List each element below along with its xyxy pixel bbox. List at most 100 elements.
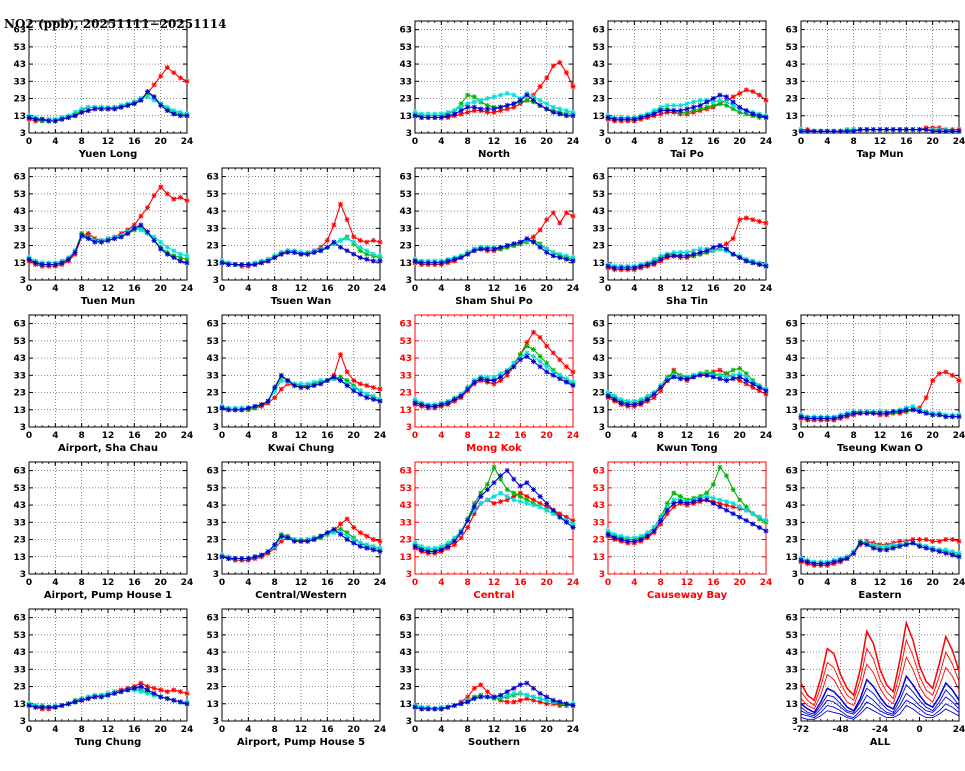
x-tick-label: 12: [681, 284, 694, 294]
chart-canvas: 3 13 23 33 43 53 63 0 4 8 12 16 20 24 Tseung Kwan O: [785, 314, 965, 454]
y-tick-label: 13: [206, 553, 219, 563]
chart-north: 3 13 23 33 43 53 63 0 4 8 12 16 20 24 North: [386, 16, 579, 163]
x-tick-label: 4: [52, 284, 58, 294]
y-tick-label: 43: [13, 207, 26, 217]
x-tick-label: 16: [321, 431, 334, 441]
x-tick-label: 20: [540, 137, 553, 147]
x-tick-label: 0: [605, 578, 611, 588]
y-tick-label: 63: [206, 173, 219, 183]
x-tick-label: 0: [412, 431, 418, 441]
x-tick-label: 4: [52, 725, 58, 735]
x-tick-label: -24: [872, 725, 888, 735]
x-tick-label: 8: [465, 137, 471, 147]
y-tick-label: 3: [406, 129, 412, 139]
x-tick-label: 8: [79, 578, 85, 588]
y-tick-label: 53: [399, 484, 412, 494]
series-markers-blue: [219, 526, 383, 561]
y-tick-label: 33: [399, 371, 412, 381]
x-tick-label: 20: [733, 431, 746, 441]
y-tick-label: 53: [399, 631, 412, 641]
y-tick-label: 63: [13, 467, 26, 477]
y-tick-label: 13: [785, 112, 798, 122]
chart-tseung-kwan-o: 3 13 23 33 43 53 63 0 4 8 12 16 20 24 Tseung Kwan O: [772, 310, 965, 457]
chart-tuen-mun: 3 13 23 33 43 53 63 0 4 8 12 16 20 24 Tuen Mun: [0, 163, 193, 310]
chart-canvas: 3 13 23 33 43 53 63 0 4 8 12 16 20 24 Tai Po: [592, 20, 772, 160]
x-tick-label: 12: [874, 431, 887, 441]
series-line-blue-2: [800, 683, 960, 715]
y-tick-label: 33: [785, 371, 798, 381]
y-tick-label: 63: [785, 320, 798, 330]
station-title: North: [478, 149, 510, 160]
y-tick-label: 23: [13, 242, 26, 252]
x-tick-label: 0: [605, 137, 611, 147]
x-tick-label: 12: [295, 284, 308, 294]
y-tick-label: 63: [13, 614, 26, 624]
chart-airport-pump-house-5: 3 13 23 33 43 53 63 0 4 8 12 16 20 24 Airport, Pump Ho…: [193, 604, 386, 751]
station-title: Airport, Sha Chau: [58, 443, 158, 454]
station-title: Yuen Long: [78, 149, 138, 160]
chart-canvas: 3 13 23 33 43 53 63 0 4 8 12 16 20 24 Eastern: [785, 461, 965, 601]
x-tick-label: 20: [347, 578, 360, 588]
x-tick-label: 24: [567, 284, 579, 294]
x-tick-label: 20: [154, 725, 167, 735]
series-markers-blue: [605, 92, 769, 122]
series-markers-blue: [798, 540, 962, 567]
y-tick-label: 3: [213, 423, 219, 433]
x-tick-label: 8: [79, 137, 85, 147]
station-title: Kwai Chung: [268, 443, 335, 454]
chart-canvas: 3 13 23 33 43 53 63 0 4 8 12 16 20 24 Airport, Pump Ho…: [13, 461, 193, 601]
x-tick-label: 4: [438, 725, 444, 735]
series-markers-blue: [26, 222, 190, 267]
y-tick-label: 13: [592, 259, 605, 269]
chart-sha-tin: 3 13 23 33 43 53 63 0 4 8 12 16 20 24 Sha Tin: [579, 163, 772, 310]
station-title: Central: [473, 590, 514, 601]
station-title: Eastern: [858, 590, 901, 601]
x-tick-label: 20: [347, 431, 360, 441]
y-tick-label: 53: [206, 631, 219, 641]
y-tick-label: 63: [592, 26, 605, 36]
x-tick-label: 12: [681, 137, 694, 147]
x-tick-label: 24: [374, 725, 386, 735]
x-tick-label: 0: [26, 137, 32, 147]
chart-eastern: 3 13 23 33 43 53 63 0 4 8 12 16 20 24 Eastern: [772, 457, 965, 604]
station-title: Southern: [468, 737, 520, 748]
y-tick-label: 23: [13, 536, 26, 546]
y-tick-label: 33: [206, 518, 219, 528]
x-tick-label: 8: [658, 578, 664, 588]
chart-canvas: 3 13 23 33 43 53 63 -72 -48 -24 0 24 ALL: [785, 608, 965, 748]
x-tick-label: 4: [631, 137, 637, 147]
x-tick-label: 24: [953, 137, 965, 147]
x-tick-label: 12: [874, 137, 887, 147]
x-tick-label: 8: [272, 284, 278, 294]
chart-mong-kok: 3 13 23 33 43 53 63 0 4 8 12 16 20 24 Mong Kok: [386, 310, 579, 457]
x-tick-label: 20: [154, 431, 167, 441]
chart-canvas: 3 13 23 33 43 53 63 0 4 8 12 16 20 24 North: [399, 20, 579, 160]
y-tick-label: 43: [206, 207, 219, 217]
y-tick-label: 33: [206, 371, 219, 381]
x-tick-label: 16: [321, 284, 334, 294]
x-tick-label: 12: [681, 431, 694, 441]
y-tick-label: 33: [592, 77, 605, 87]
y-tick-label: 33: [592, 371, 605, 381]
series-line-red-3: [800, 655, 960, 710]
y-tick-label: 3: [599, 423, 605, 433]
x-tick-label: -48: [832, 725, 848, 735]
x-tick-label: 0: [26, 431, 32, 441]
x-tick-label: -72: [793, 725, 809, 735]
series-line-blue-4: [800, 699, 960, 719]
no2-multi-station-dashboard: { "page": { "title": "NO2 (ppb), 2025111…: [0, 16, 965, 771]
y-tick-label: 43: [785, 648, 798, 658]
y-tick-label: 3: [792, 717, 798, 727]
y-tick-label: 33: [13, 224, 26, 234]
x-tick-label: 0: [412, 578, 418, 588]
station-title: Sham Shui Po: [455, 296, 533, 307]
y-tick-label: 13: [399, 112, 412, 122]
x-tick-label: 0: [605, 431, 611, 441]
y-tick-label: 53: [399, 337, 412, 347]
y-tick-label: 53: [13, 337, 26, 347]
x-tick-label: 8: [465, 284, 471, 294]
chart-canvas: 3 13 23 33 43 53 63 0 4 8 12 16 20 24 Central: [399, 461, 579, 601]
x-tick-label: 0: [26, 725, 32, 735]
y-tick-label: 43: [785, 501, 798, 511]
y-tick-label: 3: [792, 423, 798, 433]
